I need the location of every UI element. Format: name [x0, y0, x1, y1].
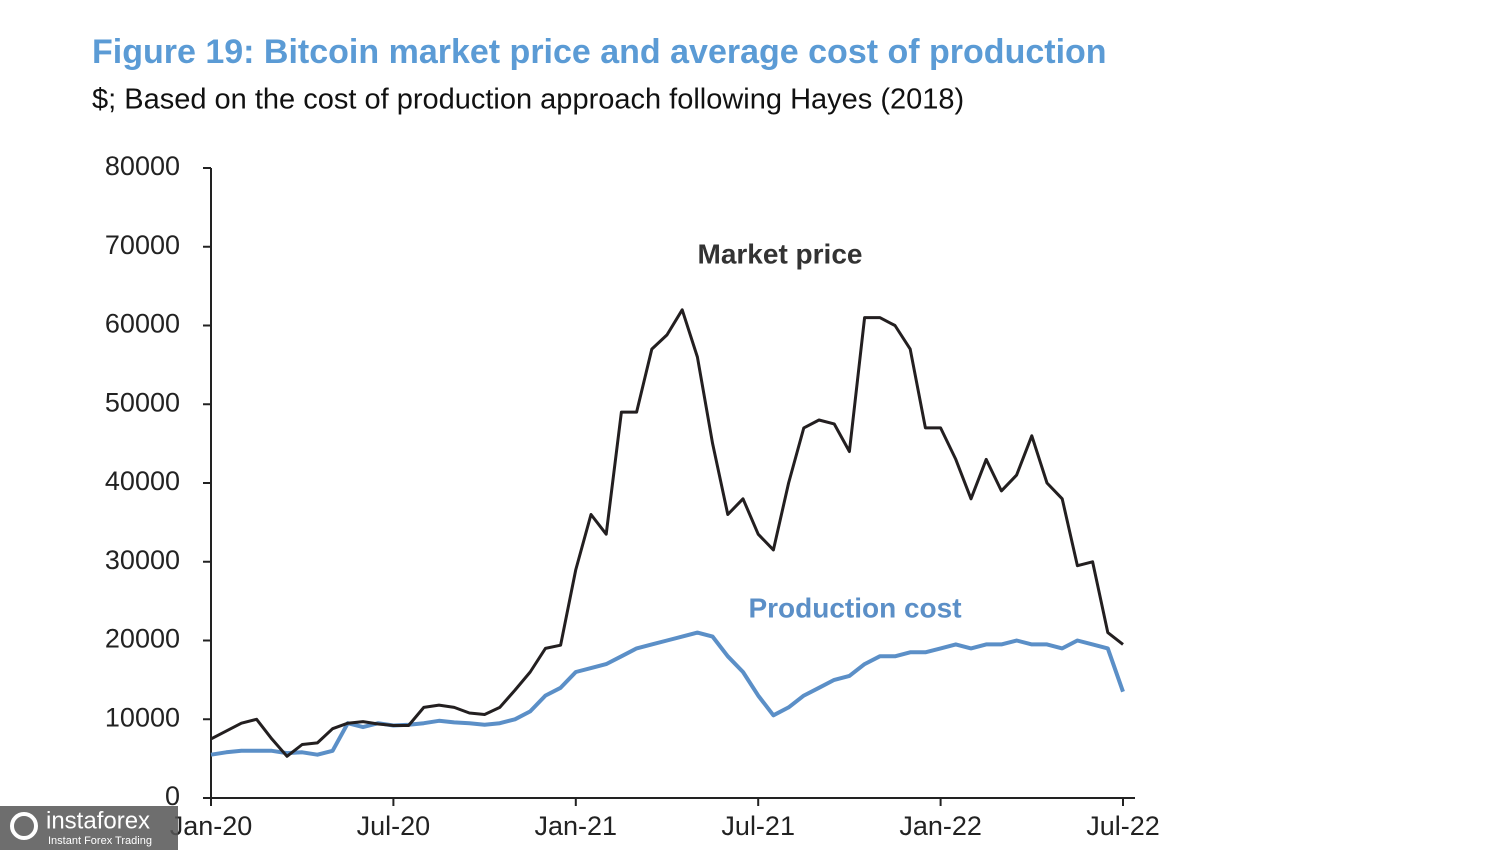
- x-tick-label: Jul-21: [721, 811, 795, 841]
- series-annotation: Market price: [698, 238, 863, 269]
- x-tick-label: Jan-20: [170, 811, 253, 841]
- y-tick-label: 70000: [105, 230, 180, 260]
- x-tick-label: Jan-22: [899, 811, 982, 841]
- chart-title: Figure 19: Bitcoin market price and aver…: [92, 33, 1107, 71]
- y-tick-label: 50000: [105, 387, 180, 417]
- y-tick-label: 40000: [105, 466, 180, 496]
- plot-area: [210, 308, 1125, 758]
- y-tick-label: 60000: [105, 309, 180, 339]
- watermark: instaforex Instant Forex Trading: [0, 806, 178, 850]
- series-line: [210, 630, 1125, 757]
- series-annotation: Production cost: [748, 592, 961, 623]
- series-line: [210, 308, 1124, 758]
- watermark-brand: instaforex: [46, 807, 150, 834]
- watermark-icon: [10, 812, 38, 840]
- chart-subtitle: $; Based on the cost of production appro…: [92, 84, 964, 116]
- x-tick-label: Jan-21: [535, 811, 618, 841]
- y-tick-label: 20000: [105, 624, 180, 654]
- y-tick-label: 0: [165, 781, 180, 811]
- y-tick-label: 80000: [105, 151, 180, 181]
- x-tick-label: Jul-20: [357, 811, 431, 841]
- watermark-tagline: Instant Forex Trading: [48, 835, 152, 847]
- x-tick-label: Jul-22: [1086, 811, 1160, 841]
- y-tick-label: 10000: [105, 702, 180, 732]
- y-tick-label: 30000: [105, 545, 180, 575]
